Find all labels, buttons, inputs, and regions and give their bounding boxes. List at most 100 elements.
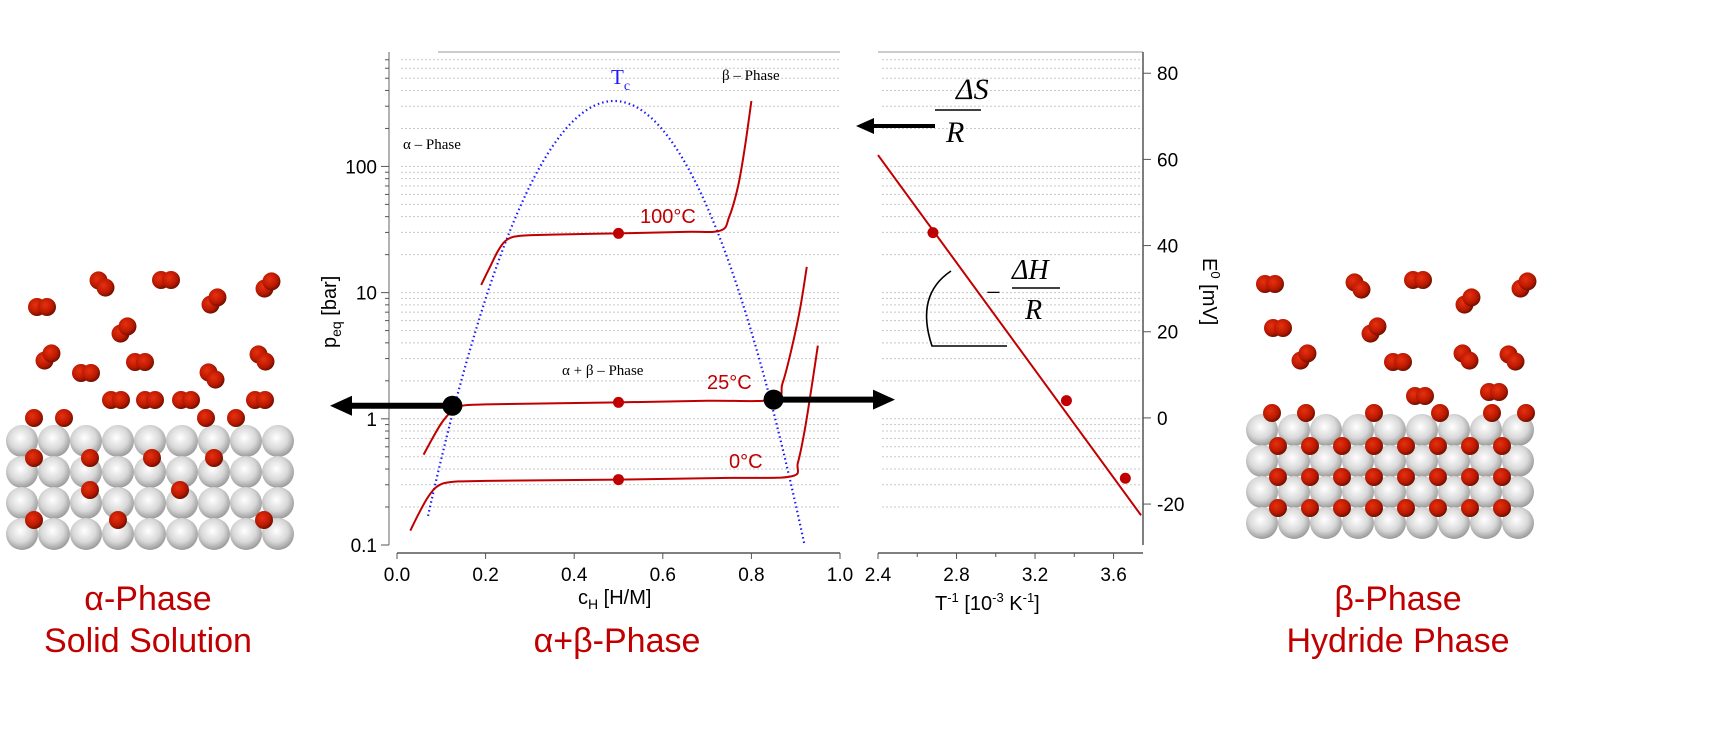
beta-phase-subtitle: Hydride Phase: [1286, 622, 1509, 660]
hydrogen-atom: [1490, 383, 1508, 401]
y-tick-label-left: 0.1: [351, 536, 377, 557]
metal-atom: [1342, 445, 1374, 477]
hydrogen-atom: [206, 370, 225, 389]
hydrogen-atom: [1461, 468, 1479, 486]
metal-atom: [198, 456, 230, 488]
x-axis-label-right-part: ]: [1034, 593, 1040, 615]
hydrogen-atom: [256, 352, 275, 371]
metal-atom: [102, 487, 134, 519]
metal-atom: [1374, 476, 1406, 508]
vant-hoff-point: [1119, 472, 1131, 484]
metal-atom: [1246, 476, 1278, 508]
metal-atom: [102, 425, 134, 457]
hydrogen-atom: [1461, 499, 1479, 517]
hydrogen-atom: [1301, 468, 1319, 486]
hydrogen-atom: [1365, 404, 1383, 422]
hydrogen-atom: [1301, 437, 1319, 455]
tc-label: Tc: [611, 65, 630, 94]
metal-atom: [70, 425, 102, 457]
delta-s-label: ΔS: [955, 73, 989, 106]
metal-atom: [1310, 476, 1342, 508]
hydrogen-atom: [42, 344, 61, 363]
hydrogen-atom: [1365, 499, 1383, 517]
hydrogen-atom: [1301, 499, 1319, 517]
hydrogen-atom: [1333, 437, 1351, 455]
beta-phase-title: β-Phase: [1334, 580, 1461, 618]
hydrogen-atom: [256, 391, 274, 409]
metal-atom: [1278, 476, 1310, 508]
x-axis-label-right-part: T: [935, 593, 947, 615]
metal-atom: [1502, 476, 1534, 508]
alpha-arrow-head: [330, 395, 352, 416]
hydrogen-atom: [143, 449, 161, 467]
tc-dome-curve: [426, 99, 806, 546]
y-axis-label-right-rest: [mV]: [1198, 279, 1220, 326]
metal-atom: [70, 518, 102, 550]
hydrogen-atom: [25, 449, 43, 467]
metal-atom: [1246, 507, 1278, 539]
label-100c: 100°C: [640, 206, 696, 228]
hydrogen-atom: [1461, 437, 1479, 455]
hydrogen-atom: [182, 391, 200, 409]
tc-label-sub: c: [624, 79, 630, 94]
isotherm-marker-1: [613, 396, 624, 408]
hydrogen-atom: [1333, 468, 1351, 486]
metal-atom: [1374, 507, 1406, 539]
hydrogen-atom: [227, 409, 245, 427]
metal-atom: [1406, 476, 1438, 508]
y-axis-label-right: E0 [mV]: [1198, 258, 1223, 325]
metal-atom: [134, 487, 166, 519]
y-tick-label-right: -20: [1157, 495, 1184, 516]
isotherm-1: [422, 266, 808, 456]
hydrogen-atom: [1263, 404, 1281, 422]
delta-s-r-label: R: [945, 116, 964, 149]
metal-atom: [1342, 507, 1374, 539]
hydrogen-atom: [1517, 404, 1535, 422]
x-tick-label-left: 0.4: [561, 565, 588, 586]
metal-atom: [6, 487, 38, 519]
hydrogen-atom: [1483, 404, 1501, 422]
x-tick-label-right: 2.4: [865, 565, 892, 586]
y-tick-label-right: 60: [1157, 150, 1178, 171]
y-tick-label-left: 1: [366, 410, 377, 431]
hydrogen-atom: [1274, 319, 1292, 337]
beta-phase-lattice-illustration: [1246, 271, 1537, 539]
hydrogen-atom: [1368, 317, 1387, 336]
hydrogen-atom: [1394, 353, 1412, 371]
hydrogen-atom: [1429, 468, 1447, 486]
grid-lines: [401, 59, 1143, 508]
axes: 0.0 0.2 0.4 0.6 0.8 1.0 0.1 1 10 100 2.4 2.8 3.2 3.6 -…: [345, 51, 1184, 586]
hydrogen-atom: [1298, 344, 1317, 363]
hydrogen-atom: [55, 409, 73, 427]
metal-atom: [38, 518, 70, 550]
hydrogen-atom: [1333, 499, 1351, 517]
hydrogen-atom: [1365, 437, 1383, 455]
hydrogen-atom: [136, 353, 154, 371]
slope-angle-arc: [925, 270, 1007, 347]
hydrogen-atom: [1365, 468, 1383, 486]
metal-atom: [38, 425, 70, 457]
metal-atom: [198, 425, 230, 457]
beta-phase-annotation: β – Phase: [722, 68, 780, 84]
hydrogen-atom: [1431, 404, 1449, 422]
metal-atom: [262, 425, 294, 457]
metal-atom: [6, 425, 38, 457]
y-tick-label-left: 10: [356, 284, 377, 305]
hydrogen-atom: [197, 409, 215, 427]
hydrogen-atom: [38, 298, 56, 316]
hydrogen-atom: [1352, 280, 1371, 299]
plot-area: [330, 99, 1142, 546]
metal-atom: [1278, 507, 1310, 539]
hydrogen-atom: [162, 271, 180, 289]
hydrogen-atom: [205, 449, 223, 467]
hydrogen-atom: [1297, 404, 1315, 422]
y-axis-label-left: peq [bar]: [319, 276, 344, 348]
y-tick-label-right: 20: [1157, 323, 1178, 344]
hydrogen-atom: [146, 391, 164, 409]
metal-atom: [1246, 445, 1278, 477]
metal-atom: [1438, 476, 1470, 508]
vant-hoff-point: [927, 227, 939, 239]
metal-atom: [1438, 414, 1470, 446]
metal-atom: [262, 456, 294, 488]
slope-minus-sign: −: [986, 278, 1001, 307]
